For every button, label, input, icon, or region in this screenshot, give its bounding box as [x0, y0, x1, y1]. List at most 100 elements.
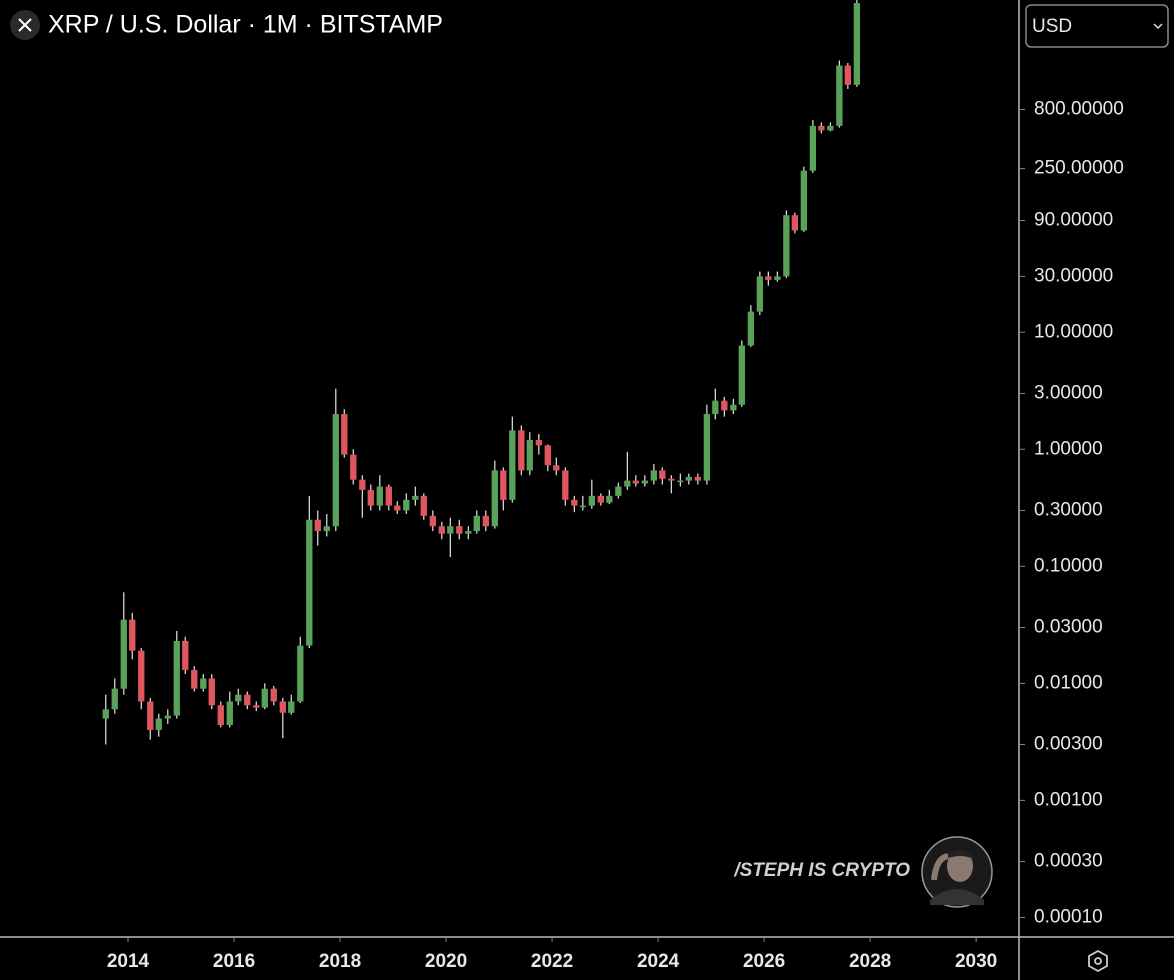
candle-body — [597, 495, 604, 503]
candle-body — [288, 701, 295, 713]
candle-body — [350, 454, 357, 480]
candle-body — [138, 650, 145, 702]
candle-body — [703, 414, 711, 481]
candle-body — [438, 526, 445, 534]
candle-body — [456, 526, 463, 534]
candle-body — [783, 215, 790, 277]
candle-body — [650, 470, 657, 481]
candle-body — [191, 669, 198, 689]
y-tick-label: 0.03000 — [1034, 617, 1103, 638]
candle-body — [800, 170, 808, 231]
candle-body — [200, 678, 207, 689]
settings-button[interactable] — [1088, 949, 1108, 973]
candle-body — [253, 705, 260, 708]
y-tick-label: 0.10000 — [1034, 555, 1103, 576]
y-tick-label: 0.00300 — [1034, 734, 1103, 755]
candle-body — [809, 125, 817, 171]
close-button[interactable] — [10, 10, 40, 40]
candle-body — [147, 701, 154, 730]
candle-body — [208, 678, 215, 706]
candle-body — [641, 480, 648, 484]
candle-body — [791, 215, 798, 231]
candle-body — [279, 701, 286, 713]
x-tick-label: 2030 — [955, 951, 997, 972]
candle-body — [694, 476, 701, 481]
candle-body — [677, 480, 684, 483]
candle-body — [526, 440, 533, 471]
candle-body — [332, 414, 339, 527]
candle-body — [509, 430, 516, 500]
chart-title: XRP / U.S. Dollar · 1M · BITSTAMP — [48, 11, 443, 39]
candle-body — [270, 688, 277, 702]
candle-body — [836, 65, 843, 126]
candle-body — [314, 519, 321, 532]
candle-body — [685, 476, 692, 481]
y-tick-label: 250.00000 — [1034, 158, 1124, 179]
y-tick-label: 90.00000 — [1034, 210, 1113, 231]
candle-body — [473, 515, 480, 532]
candle-body — [341, 414, 348, 455]
candle-body — [367, 489, 374, 506]
candle-body — [482, 515, 489, 527]
candle-body — [491, 470, 498, 527]
candle-body — [535, 440, 542, 446]
candle-body — [818, 125, 825, 131]
y-tick-label: 30.00000 — [1034, 265, 1113, 286]
y-tick-label: 0.00010 — [1034, 906, 1103, 927]
candle-body — [235, 694, 242, 702]
candle-body — [420, 495, 427, 516]
candle-body — [297, 645, 304, 702]
y-tick-label: 800.00000 — [1034, 99, 1124, 120]
candle-body — [632, 480, 639, 484]
y-tick-label: 3.00000 — [1034, 382, 1103, 403]
candle-body — [579, 505, 586, 508]
currency-label: USD — [1032, 16, 1072, 37]
candle-body — [111, 688, 118, 710]
candle-body — [403, 499, 410, 511]
x-tick-label: 2016 — [213, 951, 255, 972]
y-tick-label: 0.00100 — [1034, 789, 1103, 810]
candle-body — [173, 640, 180, 716]
y-tick-label: 10.00000 — [1034, 321, 1113, 342]
candle-body — [668, 478, 675, 481]
y-tick-label: 0.01000 — [1034, 672, 1103, 693]
candle-body — [129, 619, 136, 651]
candle-body — [659, 470, 666, 479]
x-tick-label: 2018 — [319, 951, 361, 972]
candle-body — [465, 531, 472, 534]
candle-body — [562, 470, 569, 500]
x-tick-label: 2022 — [531, 951, 573, 972]
candle-body — [217, 705, 224, 726]
x-tick-label: 2026 — [743, 951, 785, 972]
candle-body — [518, 430, 525, 471]
candle-body — [429, 515, 436, 527]
avatar — [921, 836, 993, 908]
candle-body — [261, 688, 268, 708]
candle-body — [376, 486, 383, 506]
x-tick-label: 2024 — [637, 951, 680, 972]
currency-select[interactable]: USD — [1025, 4, 1169, 48]
plot-area — [102, 0, 861, 745]
candle-body — [226, 701, 233, 726]
x-tick-label: 2028 — [849, 951, 891, 972]
candle-body — [447, 526, 454, 534]
candle-body — [164, 715, 171, 719]
candle-body — [155, 718, 162, 730]
candle-body — [500, 470, 507, 500]
candle-body — [747, 311, 754, 346]
candle-body — [624, 480, 631, 487]
candle-body — [853, 3, 861, 85]
candle-body — [606, 495, 613, 503]
candle-body — [306, 519, 313, 646]
candle-body — [588, 495, 595, 506]
candle-body — [385, 486, 392, 506]
candle-body — [323, 526, 330, 532]
candle-body — [844, 65, 852, 85]
candle-body — [359, 479, 366, 490]
candle-body — [412, 495, 419, 500]
candle-body — [827, 125, 834, 131]
candle-body — [120, 619, 127, 689]
